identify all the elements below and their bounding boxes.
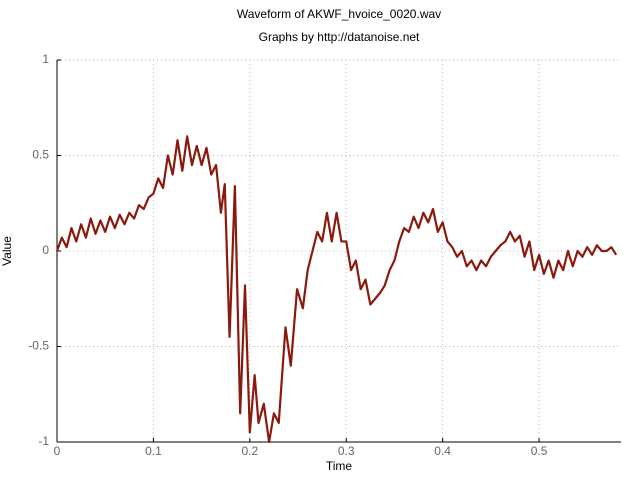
y-tick-label: 0 xyxy=(42,243,49,257)
x-tick-label: 0.3 xyxy=(338,444,355,458)
x-axis-label: Time xyxy=(326,459,353,473)
x-tick-label: 0 xyxy=(54,444,61,458)
chart-title: Waveform of AKWF_hvoice_0020.wav xyxy=(237,7,441,21)
x-tick-label: 0.4 xyxy=(434,444,451,458)
y-axis-label: Value xyxy=(0,236,14,266)
chart-subtitle: Graphs by http://datanoise.net xyxy=(259,30,420,44)
x-tick-label: 0.1 xyxy=(145,444,162,458)
x-tick-label: 0.2 xyxy=(241,444,258,458)
y-tick-label: 0.5 xyxy=(32,148,49,162)
y-tick-label: 1 xyxy=(42,52,49,66)
waveform-line xyxy=(55,135,618,444)
x-tick-label: 0.5 xyxy=(531,444,548,458)
y-tick-label: -0.5 xyxy=(28,339,49,353)
y-tick-label: -1 xyxy=(38,434,49,448)
